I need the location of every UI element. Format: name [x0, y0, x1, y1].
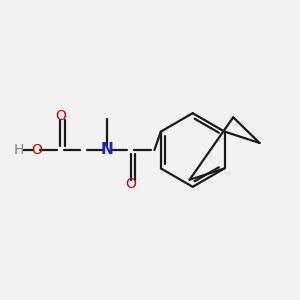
Text: H: H	[14, 143, 24, 157]
Text: O: O	[31, 143, 42, 157]
Text: N: N	[101, 142, 114, 158]
Text: O: O	[125, 177, 136, 191]
Text: O: O	[55, 109, 66, 123]
